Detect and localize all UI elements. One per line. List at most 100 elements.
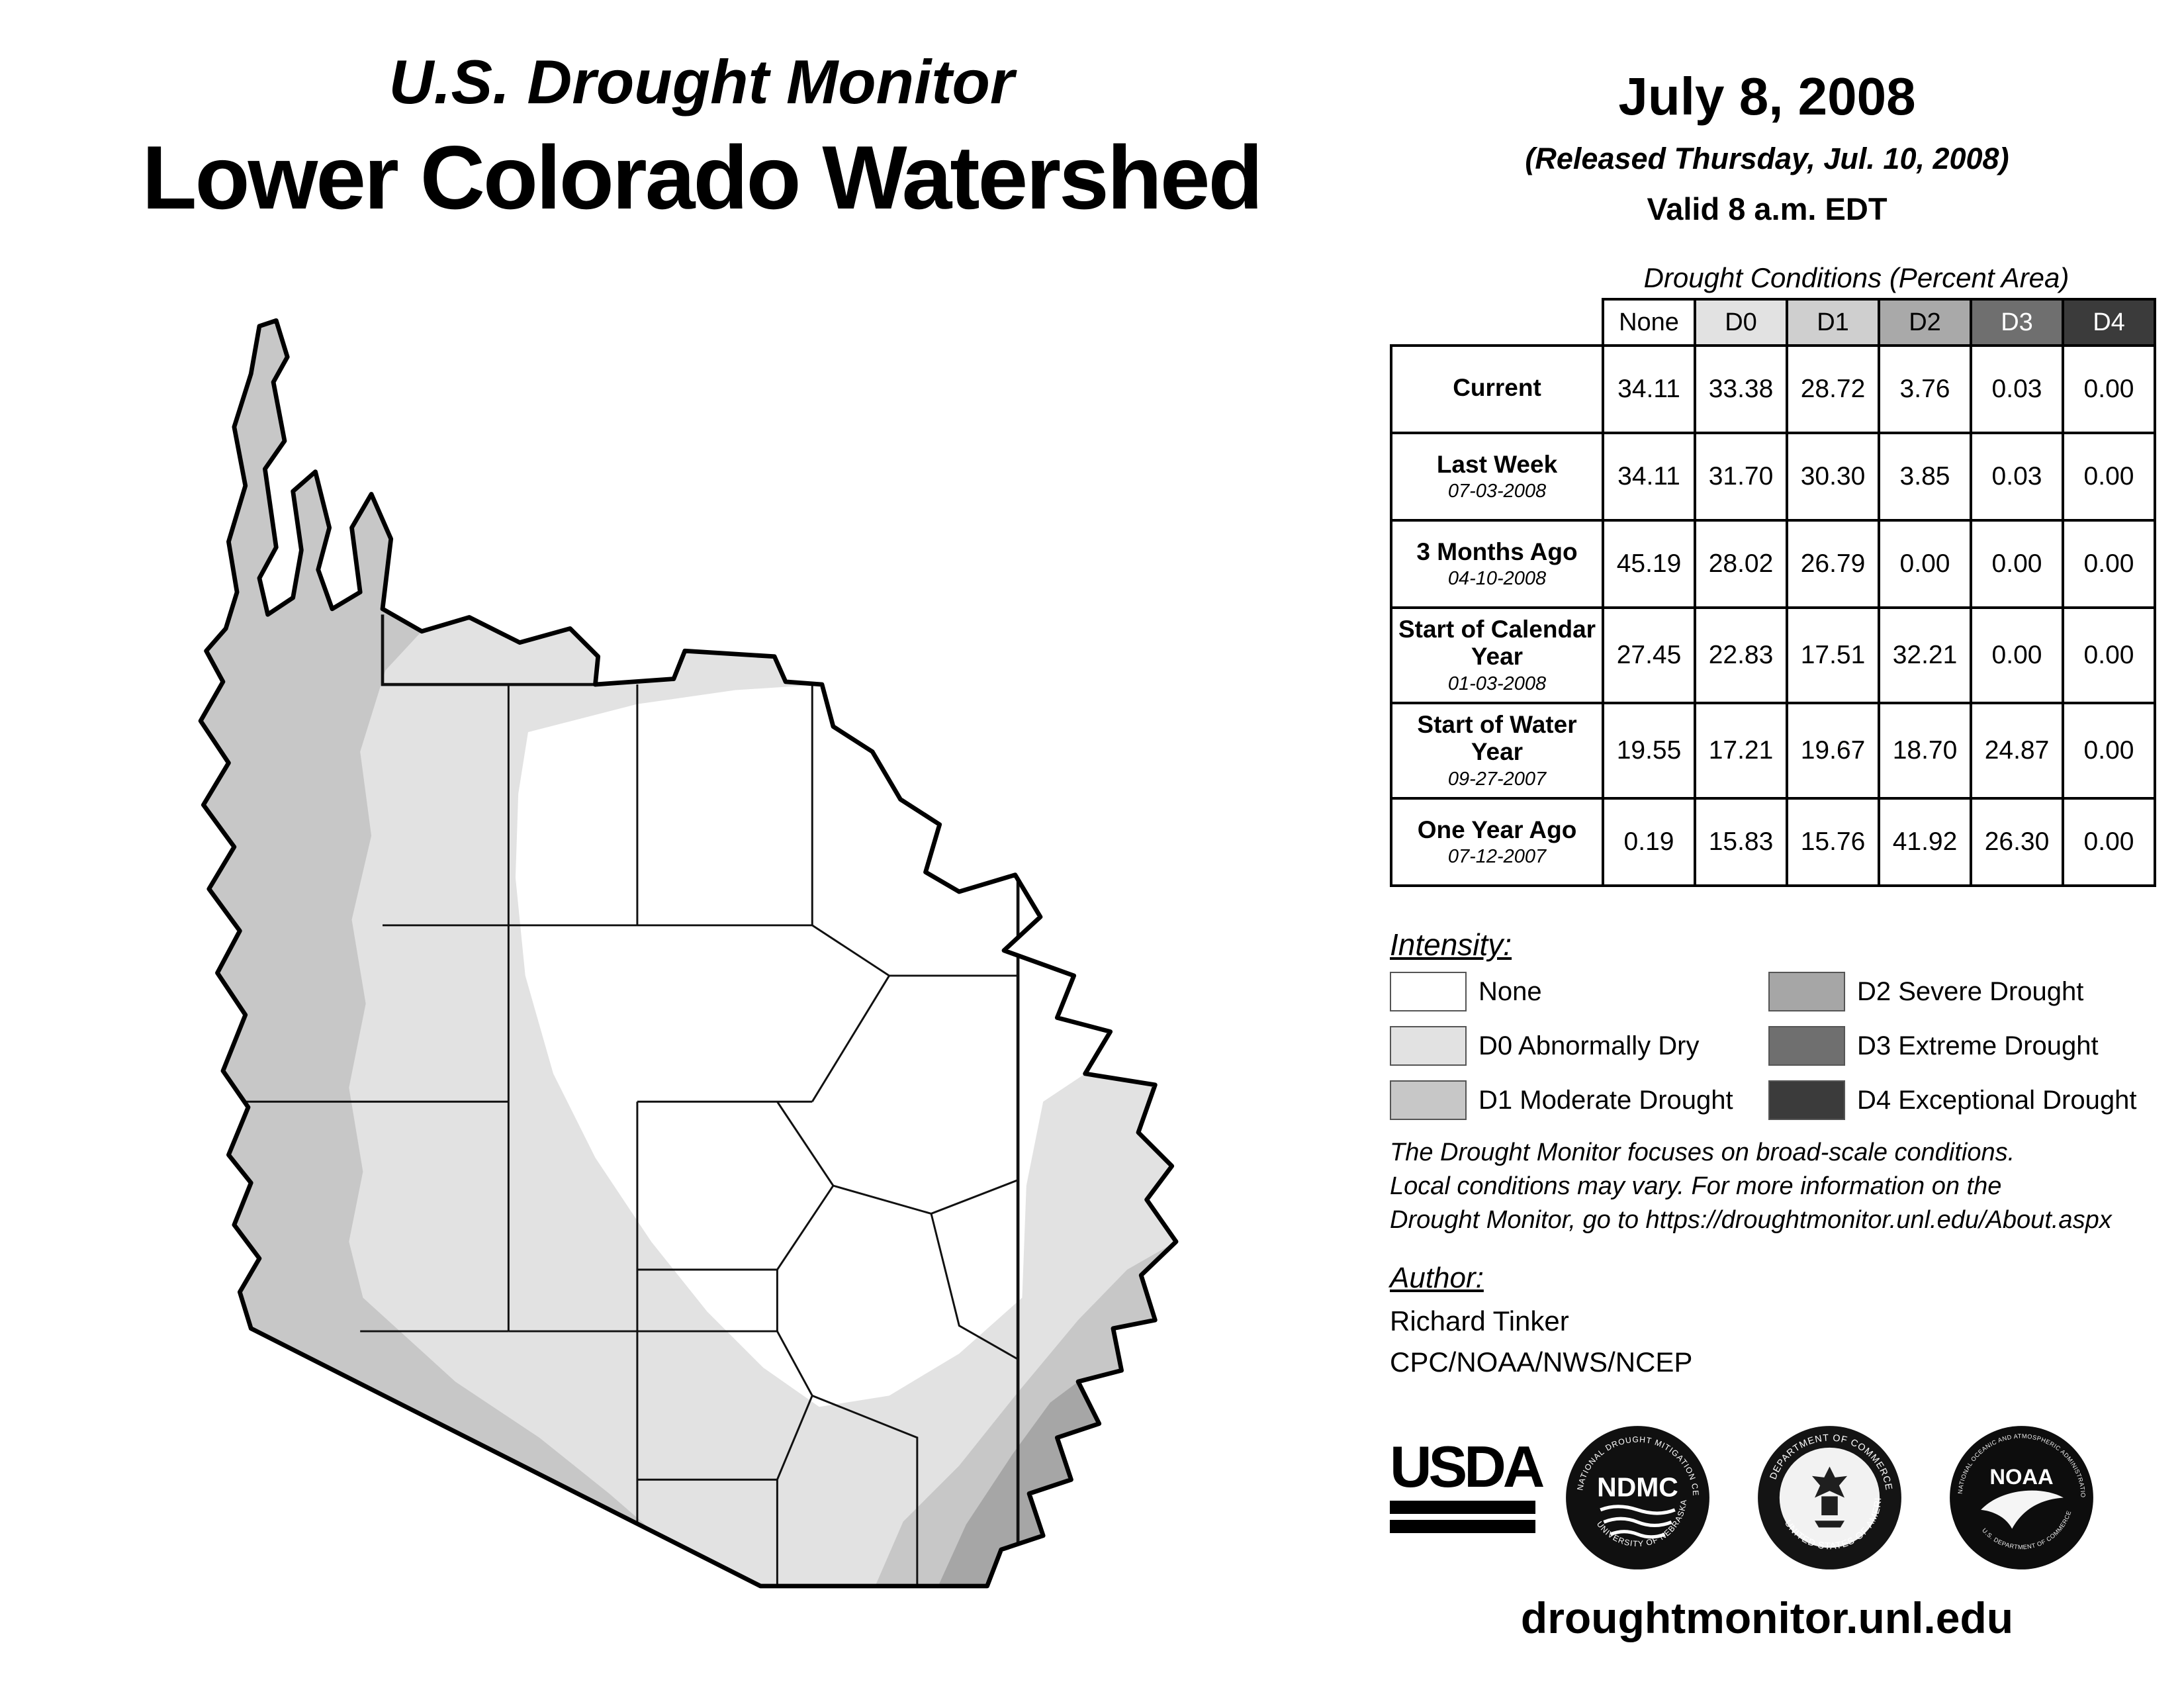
row-label-text: Start of Water Year xyxy=(1417,710,1577,766)
usda-logo-bar xyxy=(1390,1520,1535,1534)
row-label-date: 09-27-2007 xyxy=(1447,768,1547,790)
legend-item-none: None xyxy=(1390,972,1733,1011)
table-cell: 0.19 xyxy=(1602,796,1696,887)
table-cell: 34.11 xyxy=(1602,344,1696,434)
table-cell: 19.55 xyxy=(1602,701,1696,800)
legend-column-right: D2 Severe Drought D3 Extreme Drought D4 … xyxy=(1768,972,2136,1120)
row-label-text: Start of Calendar Year xyxy=(1398,616,1596,671)
table-cell: 3.76 xyxy=(1878,344,1972,434)
legend-label: D2 Severe Drought xyxy=(1857,976,2084,1006)
ndmc-wave xyxy=(1603,1517,1672,1527)
release-subtitle: (Released Thursday, Jul. 10, 2008) xyxy=(1525,142,2009,175)
watershed-map-svg xyxy=(198,318,1179,1589)
doc-emblem-eagle xyxy=(1811,1466,1848,1498)
legend-item-d1: D1 Moderate Drought xyxy=(1390,1080,1733,1120)
conditions-table-title: Drought Conditions (Percent Area) xyxy=(1643,262,2070,293)
row-label: 3 Months Ago 04-10-2008 xyxy=(1390,519,1604,609)
table-cell: 0.03 xyxy=(1970,432,2064,522)
usda-logo: USDA xyxy=(1390,1437,1545,1534)
map-region-d1-southeast xyxy=(875,1241,1177,1586)
table-cell: 0.00 xyxy=(1878,519,1972,609)
legend-label: D3 Extreme Drought xyxy=(1857,1031,2099,1060)
table-cell: 26.79 xyxy=(1786,519,1880,609)
table-cell: 28.02 xyxy=(1694,519,1788,609)
row-label-date: 07-12-2007 xyxy=(1447,845,1547,867)
author-heading: Author: xyxy=(1390,1262,1484,1294)
table-cell: 30.30 xyxy=(1786,432,1880,522)
row-label: Last Week 07-03-2008 xyxy=(1390,432,1604,522)
disclaimer-text: The Drought Monitor focuses on broad-sca… xyxy=(1390,1136,2112,1237)
table-corner xyxy=(1391,299,1603,346)
table-cell: 22.83 xyxy=(1694,606,1788,704)
ndmc-logo-text: NDMC xyxy=(1597,1472,1678,1502)
column-header-d1: D1 xyxy=(1786,298,1880,347)
drought-conditions-table: None D0 D1 D2 D3 D4 Current 34.11 33.38 … xyxy=(1390,298,2156,887)
site-url: droughtmonitor.unl.edu xyxy=(1520,1593,2014,1642)
doc-emblem-column xyxy=(1821,1496,1838,1516)
row-label-date: 01-03-2008 xyxy=(1447,673,1547,694)
county-lines xyxy=(217,684,1019,1586)
watershed-map xyxy=(175,318,1211,1648)
table-row-3-months-ago: 3 Months Ago 04-10-2008 45.19 28.02 26.7… xyxy=(1390,519,2156,609)
map-region-d1-west xyxy=(201,320,652,1530)
table-cell: 0.00 xyxy=(2062,344,2156,434)
legend-item-d2: D2 Severe Drought xyxy=(1768,972,2136,1011)
table-cell: 18.70 xyxy=(1878,701,1972,800)
legend-swatch-d4 xyxy=(1768,1080,1845,1120)
column-header-d2: D2 xyxy=(1878,298,1972,347)
doc-emblem-base xyxy=(1815,1521,1844,1528)
table-cell: 28.72 xyxy=(1786,344,1880,434)
legend-swatch-d2 xyxy=(1768,972,1845,1011)
legend-item-d3: D3 Extreme Drought xyxy=(1768,1026,2136,1066)
column-header-d3: D3 xyxy=(1970,298,2064,347)
map-region-none xyxy=(515,684,1111,1407)
row-label-date: 04-10-2008 xyxy=(1447,568,1547,590)
table-header-row: None D0 D1 D2 D3 D4 xyxy=(1391,298,2156,347)
table-cell: 34.11 xyxy=(1602,432,1696,522)
noaa-bird xyxy=(1981,1490,2064,1529)
row-label-text: Last Week xyxy=(1436,450,1558,478)
legend-column-left: None D0 Abnormally Dry D1 Moderate Droug… xyxy=(1390,972,1733,1120)
table-cell: 0.00 xyxy=(2062,519,2156,609)
table-cell: 0.00 xyxy=(2062,796,2156,887)
table-cell: 17.51 xyxy=(1786,606,1880,704)
disclaimer-line-1: The Drought Monitor focuses on broad-sca… xyxy=(1390,1139,2015,1166)
row-label-date: 07-03-2008 xyxy=(1447,481,1547,502)
column-header-d0: D0 xyxy=(1694,298,1788,347)
legend-swatch-d0 xyxy=(1390,1026,1467,1066)
table-cell: 24.87 xyxy=(1970,701,2064,800)
state-border-lines xyxy=(381,614,1020,1586)
author-organization: CPC/NOAA/NWS/NCEP xyxy=(1390,1346,1693,1378)
table-row-last-week: Last Week 07-03-2008 34.11 31.70 30.30 3… xyxy=(1390,432,2156,522)
legend-label: D0 Abnormally Dry xyxy=(1479,1031,1700,1060)
row-label: Start of Calendar Year 01-03-2008 xyxy=(1390,606,1604,704)
program-title: U.S. Drought Monitor xyxy=(388,47,1015,117)
intensity-heading: Intensity: xyxy=(1390,927,1512,962)
legend-swatch-none xyxy=(1390,972,1467,1011)
table-cell: 0.03 xyxy=(1970,344,2064,434)
legend-swatch-d3 xyxy=(1768,1026,1845,1066)
row-label: Current xyxy=(1390,344,1604,434)
table-cell: 41.92 xyxy=(1878,796,1972,887)
row-label-text: Current xyxy=(1453,374,1541,402)
disclaimer-line-2: Local conditions may vary. For more info… xyxy=(1390,1172,2002,1200)
table-cell: 26.30 xyxy=(1970,796,2064,887)
author-name: Richard Tinker xyxy=(1390,1305,1569,1336)
legend-label: None xyxy=(1479,976,1542,1006)
table-cell: 0.00 xyxy=(2062,432,2156,522)
table-row-current: Current 34.11 33.38 28.72 3.76 0.03 0.00 xyxy=(1390,344,2156,434)
table-cell: 32.21 xyxy=(1878,606,1972,704)
column-header-d4: D4 xyxy=(2062,298,2156,347)
ndmc-wave xyxy=(1610,1530,1666,1539)
noaa-logo: NATIONAL OCEANIC AND ATMOSPHERIC ADMINIS… xyxy=(1947,1423,2093,1570)
table-cell: 0.00 xyxy=(1970,606,2064,704)
table-cell: 27.45 xyxy=(1602,606,1696,704)
legend-item-d0: D0 Abnormally Dry xyxy=(1390,1026,1733,1066)
table-cell: 15.83 xyxy=(1694,796,1788,887)
table-cell: 15.76 xyxy=(1786,796,1880,887)
column-header-none: None xyxy=(1602,298,1696,347)
table-cell: 33.38 xyxy=(1694,344,1788,434)
valid-time: Valid 8 a.m. EDT xyxy=(1647,191,1888,226)
legend-label: D4 Exceptional Drought xyxy=(1857,1085,2137,1115)
